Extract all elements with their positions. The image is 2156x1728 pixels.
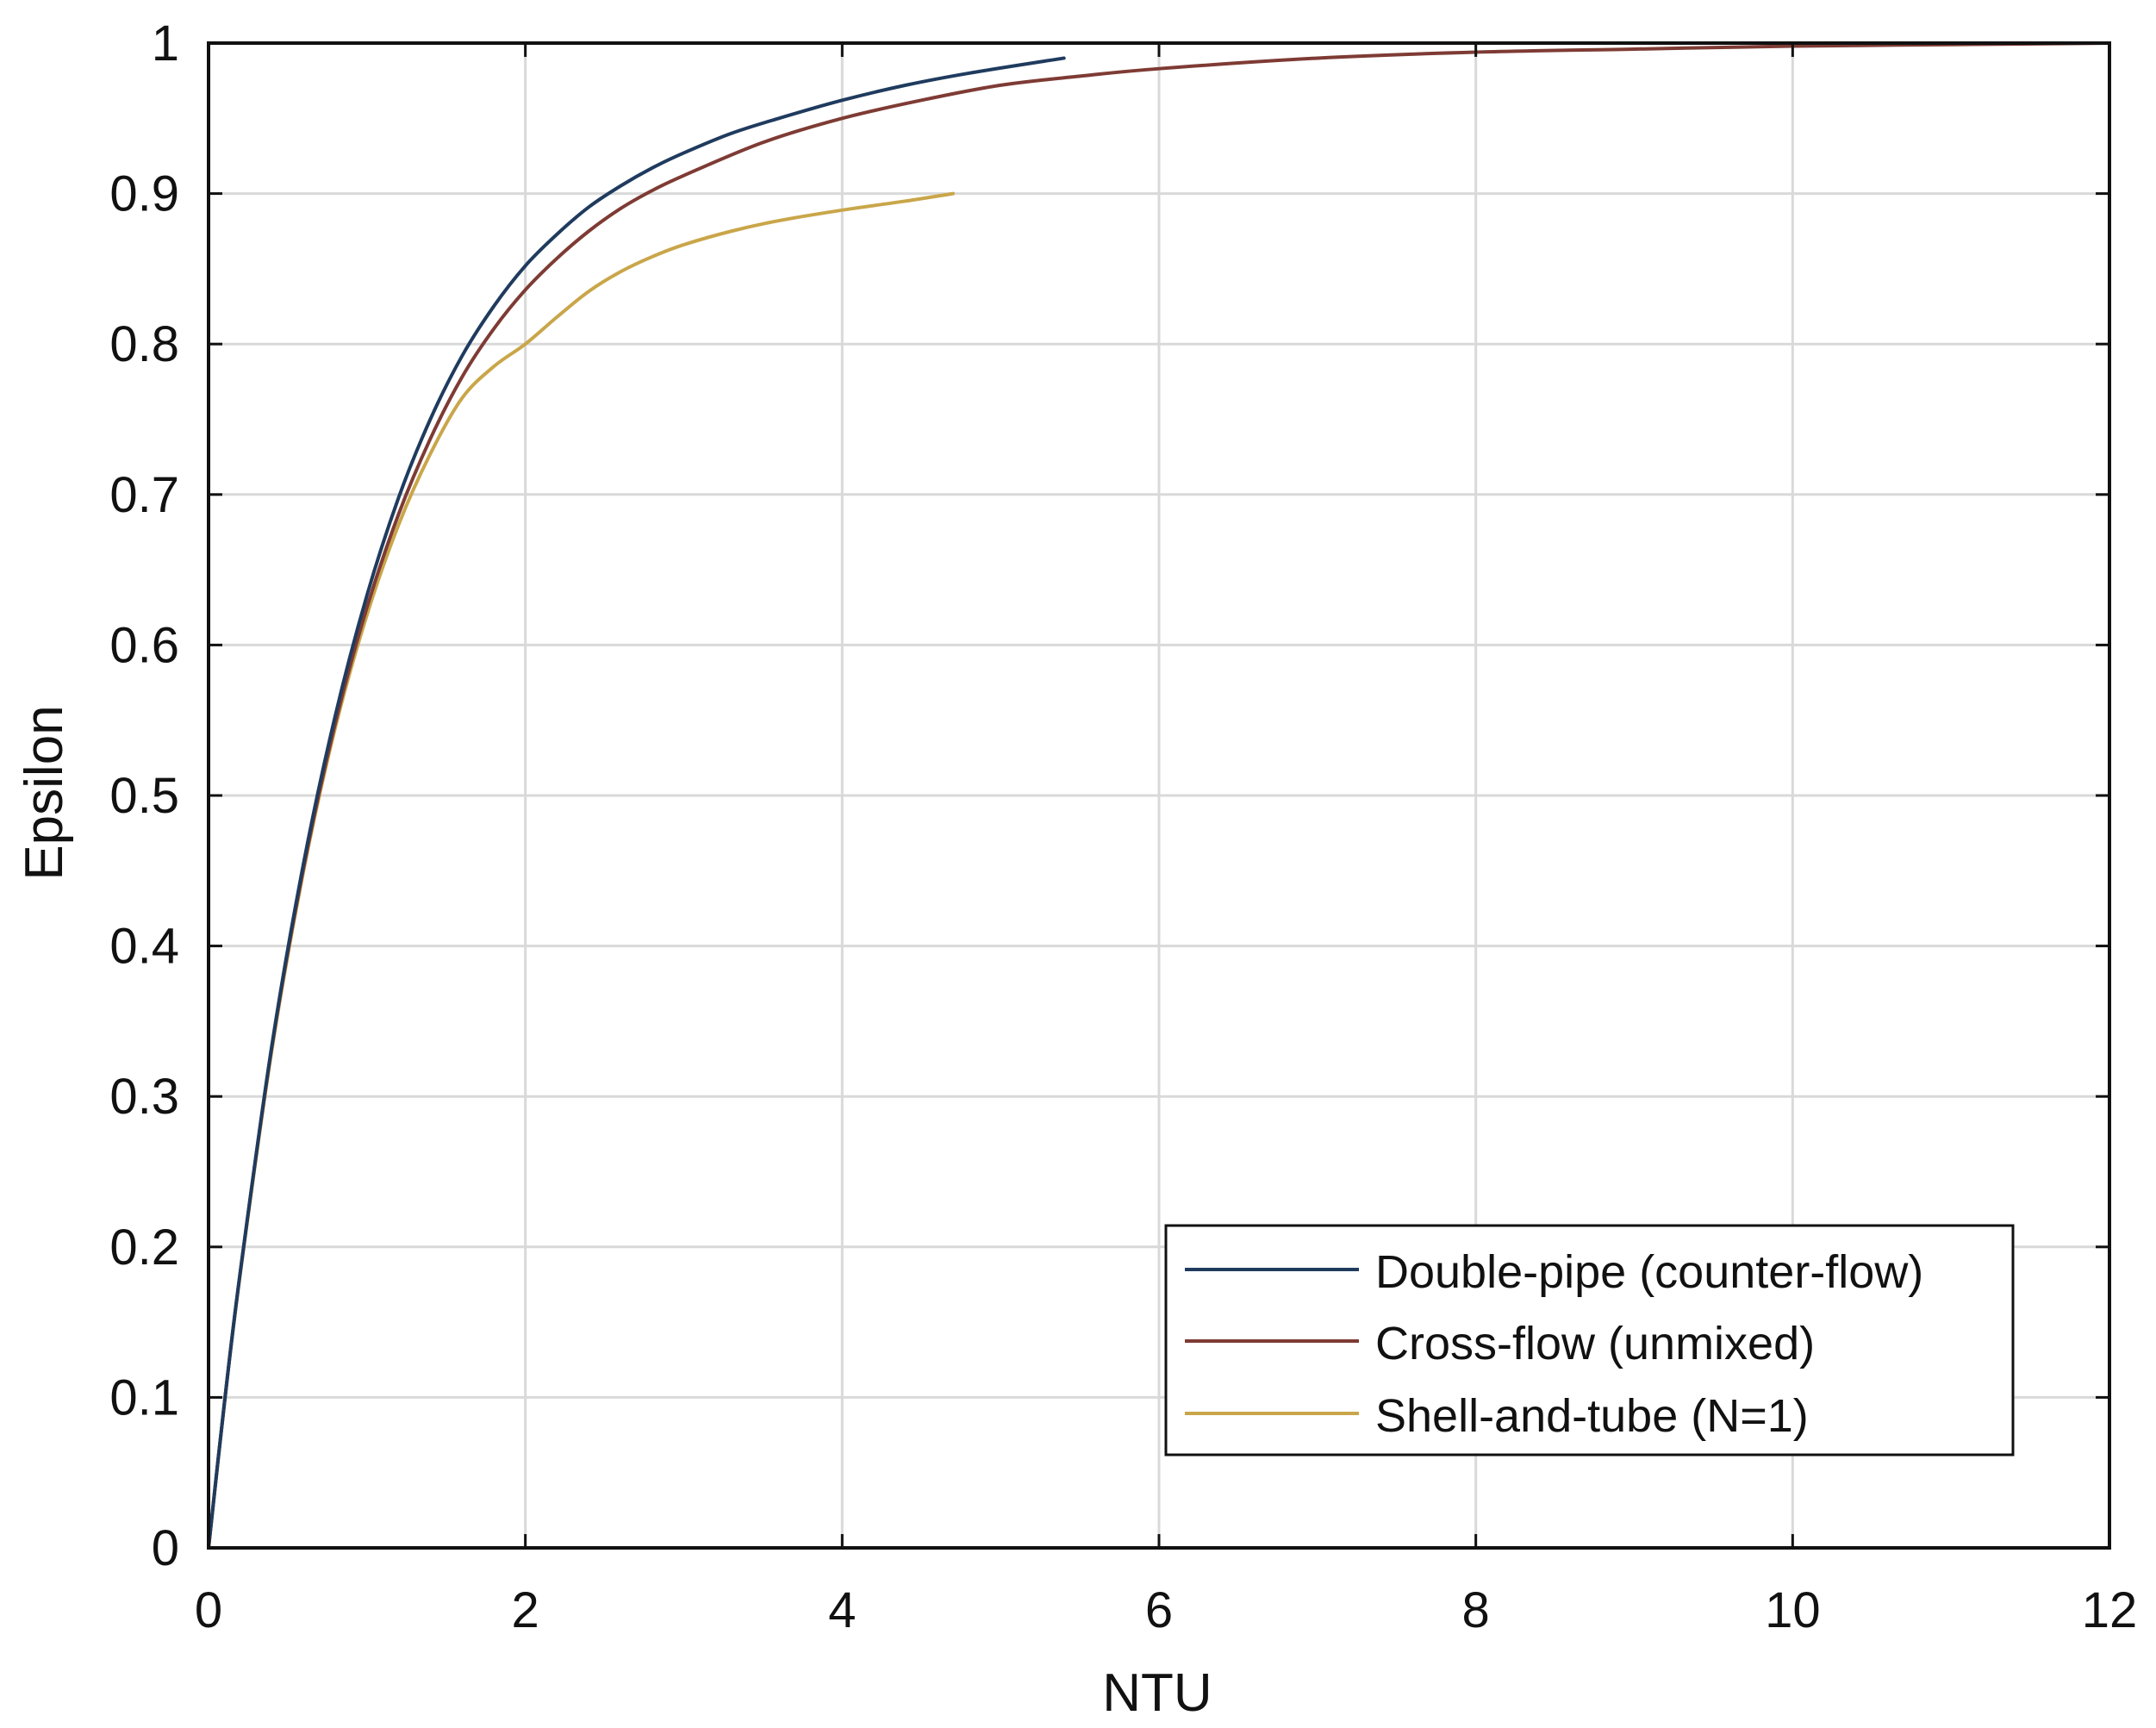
y-tick-label: 0.5 [109, 768, 179, 824]
y-tick-label: 0.6 [109, 617, 179, 673]
legend-label-shell-and-tube: Shell-and-tube (N=1) [1375, 1390, 1809, 1442]
x-tick-labels: 0 2 4 6 8 10 12 [195, 1582, 2137, 1638]
series-layer [207, 41, 2111, 1550]
y-tick-label: 0.9 [109, 166, 179, 222]
y-tick-labels: 0 0.1 0.2 0.3 0.4 0.5 0.6 0.7 0.8 0.9 1 [109, 16, 179, 1576]
y-tick-label: 0.1 [109, 1369, 179, 1425]
legend: Double-pipe (counter-flow) Cross-flow (u… [1164, 1224, 2015, 1457]
legend-label-double-pipe: Double-pipe (counter-flow) [1375, 1246, 1923, 1298]
y-tick-label: 0.3 [109, 1069, 179, 1125]
x-tick-label: 6 [1145, 1582, 1173, 1638]
x-tick-label: 4 [828, 1582, 856, 1638]
y-axis-label: Epsilon [15, 705, 74, 880]
y-tick-label: 0.4 [109, 919, 179, 975]
y-tick-label: 0.7 [109, 467, 179, 523]
x-tick-label: 0 [195, 1582, 222, 1638]
series-line-double-pipe-counter-flow [207, 56, 1066, 1550]
x-tick-label: 8 [1462, 1582, 1490, 1638]
y-tick-label: 1 [152, 16, 179, 72]
x-tick-label: 2 [512, 1582, 539, 1638]
legend-label-cross-flow: Cross-flow (unmixed) [1375, 1318, 1815, 1369]
x-tick-label: 10 [1765, 1582, 1821, 1638]
axis-ticks [207, 41, 2111, 1550]
x-axis-label: NTU [1102, 1663, 1212, 1723]
x-tick-label: 12 [2082, 1582, 2138, 1638]
y-tick-label: 0 [152, 1520, 179, 1576]
y-tick-label: 0.8 [109, 316, 179, 372]
y-tick-label: 0.2 [109, 1220, 179, 1276]
